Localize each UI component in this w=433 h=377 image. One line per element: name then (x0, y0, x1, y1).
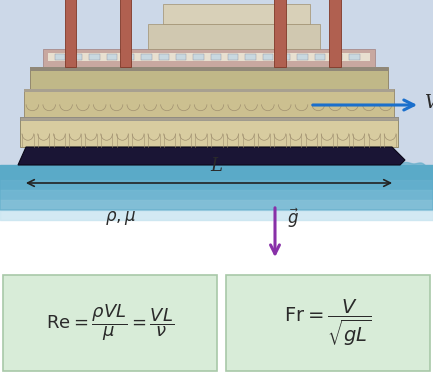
FancyBboxPatch shape (315, 54, 325, 60)
FancyBboxPatch shape (30, 67, 388, 71)
FancyBboxPatch shape (30, 67, 388, 89)
FancyBboxPatch shape (159, 54, 169, 60)
FancyBboxPatch shape (349, 54, 360, 60)
Text: V: V (424, 94, 433, 112)
FancyBboxPatch shape (24, 89, 394, 117)
Text: $\mathrm{Fr} = \dfrac{V}{\sqrt{gL}}$: $\mathrm{Fr} = \dfrac{V}{\sqrt{gL}}$ (284, 298, 372, 348)
FancyBboxPatch shape (226, 275, 430, 371)
Polygon shape (18, 147, 405, 165)
FancyBboxPatch shape (107, 54, 117, 60)
Text: $\mathrm{Re} = \dfrac{\rho VL}{\mu} = \dfrac{VL}{\nu}$: $\mathrm{Re} = \dfrac{\rho VL}{\mu} = \d… (46, 303, 174, 343)
FancyBboxPatch shape (89, 54, 100, 60)
FancyBboxPatch shape (65, 0, 76, 67)
Text: L: L (210, 157, 222, 175)
FancyBboxPatch shape (228, 54, 239, 60)
FancyBboxPatch shape (20, 117, 398, 147)
FancyBboxPatch shape (176, 54, 187, 60)
FancyBboxPatch shape (332, 54, 343, 60)
FancyBboxPatch shape (20, 117, 398, 120)
FancyBboxPatch shape (246, 54, 256, 60)
FancyBboxPatch shape (55, 54, 65, 60)
FancyBboxPatch shape (48, 53, 370, 61)
FancyBboxPatch shape (142, 54, 152, 60)
FancyBboxPatch shape (263, 54, 273, 60)
FancyBboxPatch shape (43, 49, 375, 67)
FancyBboxPatch shape (194, 54, 204, 60)
Text: $\vec{g}$: $\vec{g}$ (287, 206, 299, 230)
FancyBboxPatch shape (163, 4, 310, 24)
FancyBboxPatch shape (329, 0, 341, 67)
FancyBboxPatch shape (120, 0, 131, 67)
FancyBboxPatch shape (24, 89, 394, 92)
FancyBboxPatch shape (3, 275, 217, 371)
FancyBboxPatch shape (297, 54, 308, 60)
FancyBboxPatch shape (148, 24, 320, 49)
FancyBboxPatch shape (274, 0, 286, 67)
FancyBboxPatch shape (211, 54, 221, 60)
FancyBboxPatch shape (280, 54, 291, 60)
FancyBboxPatch shape (72, 54, 82, 60)
Text: $\rho, \mu$: $\rho, \mu$ (104, 209, 136, 227)
FancyBboxPatch shape (0, 0, 433, 195)
FancyBboxPatch shape (124, 54, 135, 60)
